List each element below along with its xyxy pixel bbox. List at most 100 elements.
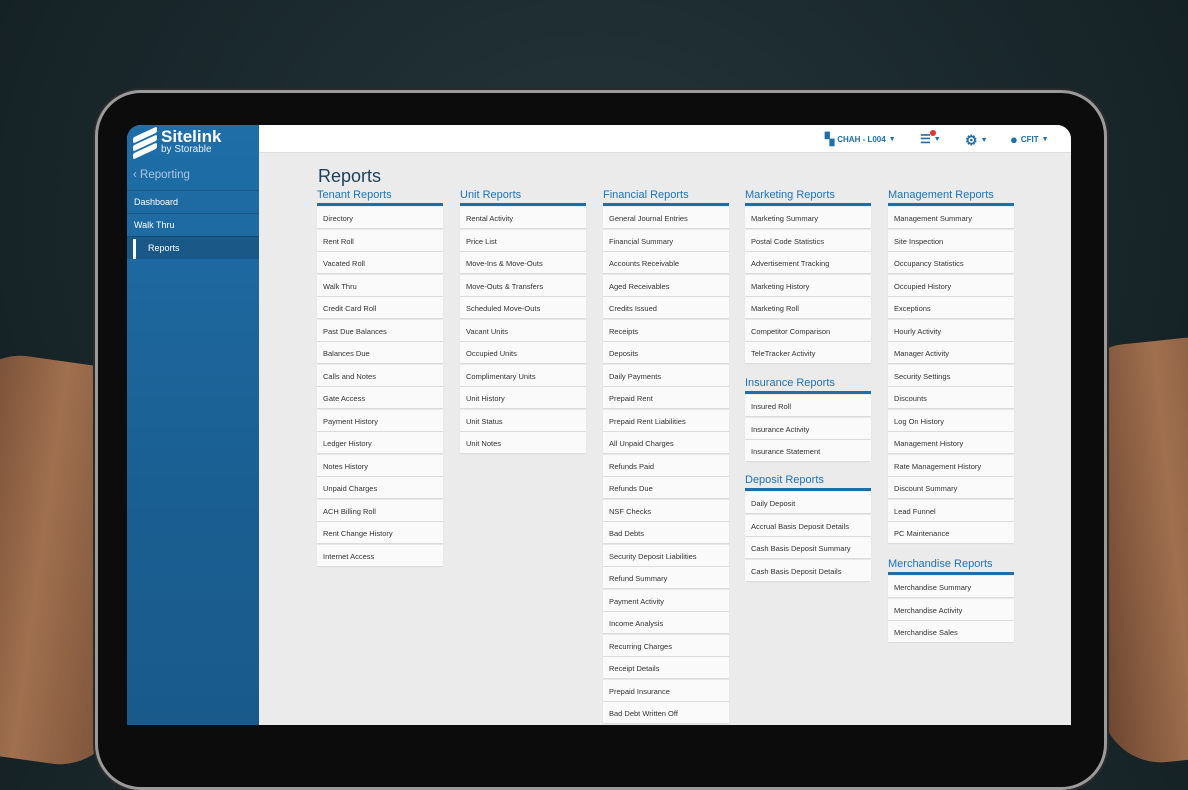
report-link[interactable]: Security Settings <box>888 364 1014 386</box>
sidebar-item-dashboard[interactable]: Dashboard <box>127 190 259 213</box>
report-link[interactable]: Marketing Roll <box>745 297 871 318</box>
report-link[interactable]: Directory <box>317 207 443 228</box>
report-link[interactable]: Credit Card Roll <box>317 297 443 318</box>
report-link[interactable]: Unpaid Charges <box>317 477 443 498</box>
report-link[interactable]: Unit Status <box>460 409 586 431</box>
report-link[interactable]: Management History <box>888 432 1014 453</box>
sidebar-item-reports[interactable]: Reports <box>127 236 259 259</box>
report-link[interactable]: Rent Change History <box>317 522 443 543</box>
report-link[interactable]: Calls and Notes <box>317 364 443 386</box>
report-link[interactable]: NSF Checks <box>603 499 729 521</box>
report-link[interactable]: Site Inspection <box>888 229 1014 251</box>
report-link[interactable]: Merchandise Sales <box>888 621 1014 642</box>
report-link[interactable]: Prepaid Rent <box>603 387 729 408</box>
report-link[interactable]: Move-Ins & Move-Outs <box>460 252 586 273</box>
report-section: Unit Reports Rental Activity Price List Mov… <box>460 190 586 455</box>
report-link[interactable]: Refund Summary <box>603 567 729 588</box>
report-link[interactable]: Accrual Basis Deposit Details <box>745 514 871 536</box>
report-link[interactable]: Unit History <box>460 387 586 408</box>
report-link[interactable]: Payment Activity <box>603 589 729 611</box>
report-link[interactable]: Move-Outs & Transfers <box>460 274 586 296</box>
report-link[interactable]: All Unpaid Charges <box>603 432 729 453</box>
chevron-down-icon: ▼ <box>933 135 941 143</box>
report-section: Merchandise Reports Merchandise Summary Me… <box>888 559 1014 644</box>
report-link[interactable]: ACH Billing Roll <box>317 499 443 521</box>
report-link[interactable]: Internet Access <box>317 544 443 566</box>
report-link[interactable]: Bad Debts <box>603 522 729 543</box>
report-link[interactable]: Insurance Activity <box>745 417 871 439</box>
report-link[interactable]: Manager Activity <box>888 342 1014 363</box>
section-divider <box>603 203 729 206</box>
report-link[interactable]: Refunds Paid <box>603 454 729 476</box>
logo-icon <box>133 126 157 160</box>
report-link[interactable]: Vacant Units <box>460 319 586 341</box>
report-link[interactable]: Daily Payments <box>603 364 729 386</box>
report-link[interactable]: Log On History <box>888 409 1014 431</box>
section-title: Unit Reports <box>460 189 522 201</box>
report-link[interactable]: TeleTracker Activity <box>745 342 871 363</box>
section-title: Management Reports <box>888 189 994 201</box>
report-link[interactable]: Deposits <box>603 342 729 363</box>
report-link[interactable]: Lead Funnel <box>888 499 1014 521</box>
tasks-menu[interactable]: ☰ ▼ <box>920 130 941 146</box>
report-link[interactable]: Postal Code Statistics <box>745 229 871 251</box>
user-menu[interactable]: ● CFIT ▼ <box>1010 132 1049 147</box>
report-link[interactable]: Rate Management History <box>888 454 1014 476</box>
report-link[interactable]: Daily Deposit <box>745 492 871 513</box>
report-link[interactable]: Prepaid Insurance <box>603 679 729 701</box>
report-link[interactable]: Marketing History <box>745 274 871 296</box>
location-selector[interactable]: ▚ CHAH - L004 ▼ <box>825 132 896 146</box>
report-link[interactable]: Ledger History <box>317 432 443 453</box>
sidebar-item-walk-thru[interactable]: Walk Thru <box>127 213 259 236</box>
report-link[interactable]: Financial Summary <box>603 229 729 251</box>
report-link[interactable]: Past Due Balances <box>317 319 443 341</box>
user-avatar-icon: ● <box>1010 132 1018 147</box>
report-link[interactable]: Accounts Receivable <box>603 252 729 273</box>
report-link[interactable]: PC Maintenance <box>888 522 1014 543</box>
report-link[interactable]: Aged Receivables <box>603 274 729 296</box>
report-link[interactable]: Exceptions <box>888 297 1014 318</box>
report-link[interactable]: Refunds Due <box>603 477 729 498</box>
report-link[interactable]: Advertisement Tracking <box>745 252 871 273</box>
report-link[interactable]: Discounts <box>888 387 1014 408</box>
report-link[interactable]: Marketing Summary <box>745 207 871 228</box>
report-link[interactable]: Insurance Statement <box>745 440 871 461</box>
report-link[interactable]: Credits Issued <box>603 297 729 318</box>
back-to-reporting[interactable]: ‹ Reporting <box>133 169 190 181</box>
report-link[interactable]: Cash Basis Deposit Summary <box>745 537 871 558</box>
report-link[interactable]: Receipt Details <box>603 657 729 678</box>
report-link[interactable]: Merchandise Activity <box>888 598 1014 620</box>
report-link[interactable]: Unit Notes <box>460 432 586 453</box>
report-link[interactable]: Walk Thru <box>317 274 443 296</box>
report-link[interactable]: Notes History <box>317 454 443 476</box>
report-link[interactable]: Occupancy Statistics <box>888 252 1014 273</box>
report-link[interactable]: Receipts <box>603 319 729 341</box>
report-link[interactable]: Merchandise Summary <box>888 576 1014 597</box>
report-link[interactable]: Payment History <box>317 409 443 431</box>
report-link[interactable]: Security Deposit Liabilities <box>603 544 729 566</box>
report-link[interactable]: Complimentary Units <box>460 364 586 386</box>
report-link[interactable]: Hourly Activity <box>888 319 1014 341</box>
report-link[interactable]: Income Analysis <box>603 612 729 633</box>
report-link[interactable]: Rent Roll <box>317 229 443 251</box>
report-link[interactable]: Vacated Roll <box>317 252 443 273</box>
report-link[interactable]: Prepaid Rent Liabilities <box>603 409 729 431</box>
report-link[interactable]: Occupied Units <box>460 342 586 363</box>
report-link[interactable]: Rental Activity <box>460 207 586 228</box>
section-title: Financial Reports <box>603 189 689 201</box>
report-link[interactable]: Bad Debt Written Off <box>603 702 729 723</box>
report-link[interactable]: Insured Roll <box>745 395 871 416</box>
report-link[interactable]: Occupied History <box>888 274 1014 296</box>
report-link[interactable]: General Journal Entries <box>603 207 729 228</box>
settings-menu[interactable]: ⚙ ▼ <box>965 132 988 149</box>
report-link[interactable]: Price List <box>460 229 586 251</box>
report-link[interactable]: Gate Access <box>317 387 443 408</box>
report-link[interactable]: Scheduled Move-Outs <box>460 297 586 318</box>
report-link[interactable]: Recurring Charges <box>603 634 729 656</box>
report-link[interactable]: Competitor Comparison <box>745 319 871 341</box>
report-link[interactable]: Discount Summary <box>888 477 1014 498</box>
report-link[interactable]: Balances Due <box>317 342 443 363</box>
report-link[interactable]: Cash Basis Deposit Details <box>745 559 871 581</box>
report-link[interactable]: Management Summary <box>888 207 1014 228</box>
section-divider <box>460 203 586 206</box>
